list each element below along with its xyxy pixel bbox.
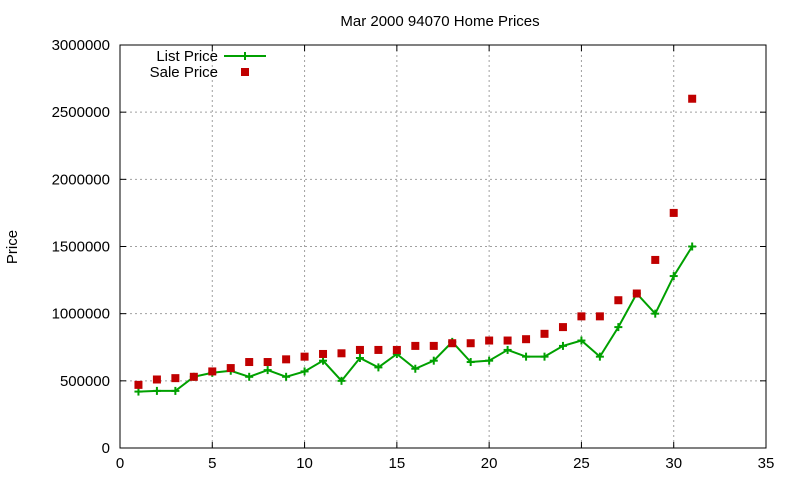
series-layer — [134, 94, 697, 396]
legend-list-price-marker — [241, 52, 249, 60]
sale-price-point — [448, 339, 457, 348]
x-tick-label: 20 — [481, 455, 498, 472]
list-price-point — [263, 366, 272, 375]
list-price-point — [558, 341, 567, 350]
legend-list-price-label: List Price — [156, 48, 218, 65]
axes — [119, 44, 767, 449]
tick-labels: 0 5 10 15 20 25 30 35 0 500000 1000000 1500000 20000… — [52, 37, 775, 472]
sale-price-point — [374, 345, 383, 354]
list-price-point — [614, 323, 623, 332]
y-tick-label: 1500000 — [52, 239, 110, 256]
list-price-point — [337, 376, 346, 385]
sale-price-point — [540, 329, 549, 338]
x-tick-label: 10 — [296, 455, 313, 472]
y-axis-label: Price — [4, 230, 21, 264]
sale-price-point — [522, 335, 531, 344]
x-tick-label: 0 — [116, 455, 124, 472]
list-price-point — [522, 352, 531, 361]
x-tick-label: 15 — [389, 455, 406, 472]
list-price-point — [466, 358, 475, 367]
y-tick-label: 2500000 — [52, 104, 110, 121]
list-price-point — [355, 353, 364, 362]
list-price-point — [595, 352, 604, 361]
sale-price-point — [263, 358, 272, 367]
sale-price-point — [152, 375, 161, 384]
list-price-point — [411, 364, 420, 373]
y-tick-label: 3000000 — [52, 37, 110, 54]
sale-price-point — [651, 255, 660, 264]
sale-price-point — [245, 358, 254, 367]
x-tick-label: 5 — [208, 455, 216, 472]
sale-price-point — [669, 208, 678, 217]
grid-lines — [120, 45, 766, 448]
sale-price-point — [595, 312, 604, 321]
sale-price-point — [392, 345, 401, 354]
list-price-point — [577, 336, 586, 345]
sale-price-point — [208, 367, 217, 376]
y-tick-label: 1000000 — [52, 306, 110, 323]
sale-price-point — [189, 372, 198, 381]
list-price-point — [171, 386, 180, 395]
legend-sale-price-label: Sale Price — [150, 64, 218, 81]
list-price-point — [282, 372, 291, 381]
list-price-point — [152, 386, 161, 395]
y-tick-label: 0 — [102, 440, 110, 457]
sale-price-point — [429, 341, 438, 350]
y-tick-label: 2000000 — [52, 171, 110, 188]
sale-price-point — [558, 323, 567, 332]
list-price-point — [651, 309, 660, 318]
list-price-point — [503, 345, 512, 354]
sale-price-point — [134, 380, 143, 389]
sale-price-point — [503, 336, 512, 345]
chart-title: Mar 2000 94070 Home Prices — [340, 13, 539, 30]
list-price-point — [134, 387, 143, 396]
list-price-point — [319, 356, 328, 365]
sale-price-point — [485, 336, 494, 345]
y-tick-label: 500000 — [60, 373, 110, 390]
sale-price-point — [319, 349, 328, 358]
list-price-point — [485, 356, 494, 365]
list-price-point — [374, 363, 383, 372]
list-price-point — [688, 242, 697, 251]
sale-price-point — [614, 296, 623, 305]
list-price-point — [300, 367, 309, 376]
list-price-point — [669, 272, 678, 281]
sale-price-point — [282, 355, 291, 364]
sale-price-point — [577, 312, 586, 321]
x-tick-label: 35 — [758, 455, 775, 472]
sale-price-point — [466, 339, 475, 348]
sale-price-point — [300, 352, 309, 361]
sale-price-point — [337, 349, 346, 358]
legend-sale-price-marker — [241, 68, 249, 76]
x-tick-label: 25 — [573, 455, 590, 472]
sale-price-point — [411, 341, 420, 350]
x-tick-label: 30 — [665, 455, 682, 472]
sale-price-point — [171, 374, 180, 383]
list-price-point — [429, 356, 438, 365]
sale-price-point — [355, 345, 364, 354]
list-price-point — [245, 372, 254, 381]
sale-price-point — [226, 364, 235, 373]
sale-price-point — [632, 289, 641, 298]
sale-price-point — [688, 94, 697, 103]
list-price-point — [540, 352, 549, 361]
